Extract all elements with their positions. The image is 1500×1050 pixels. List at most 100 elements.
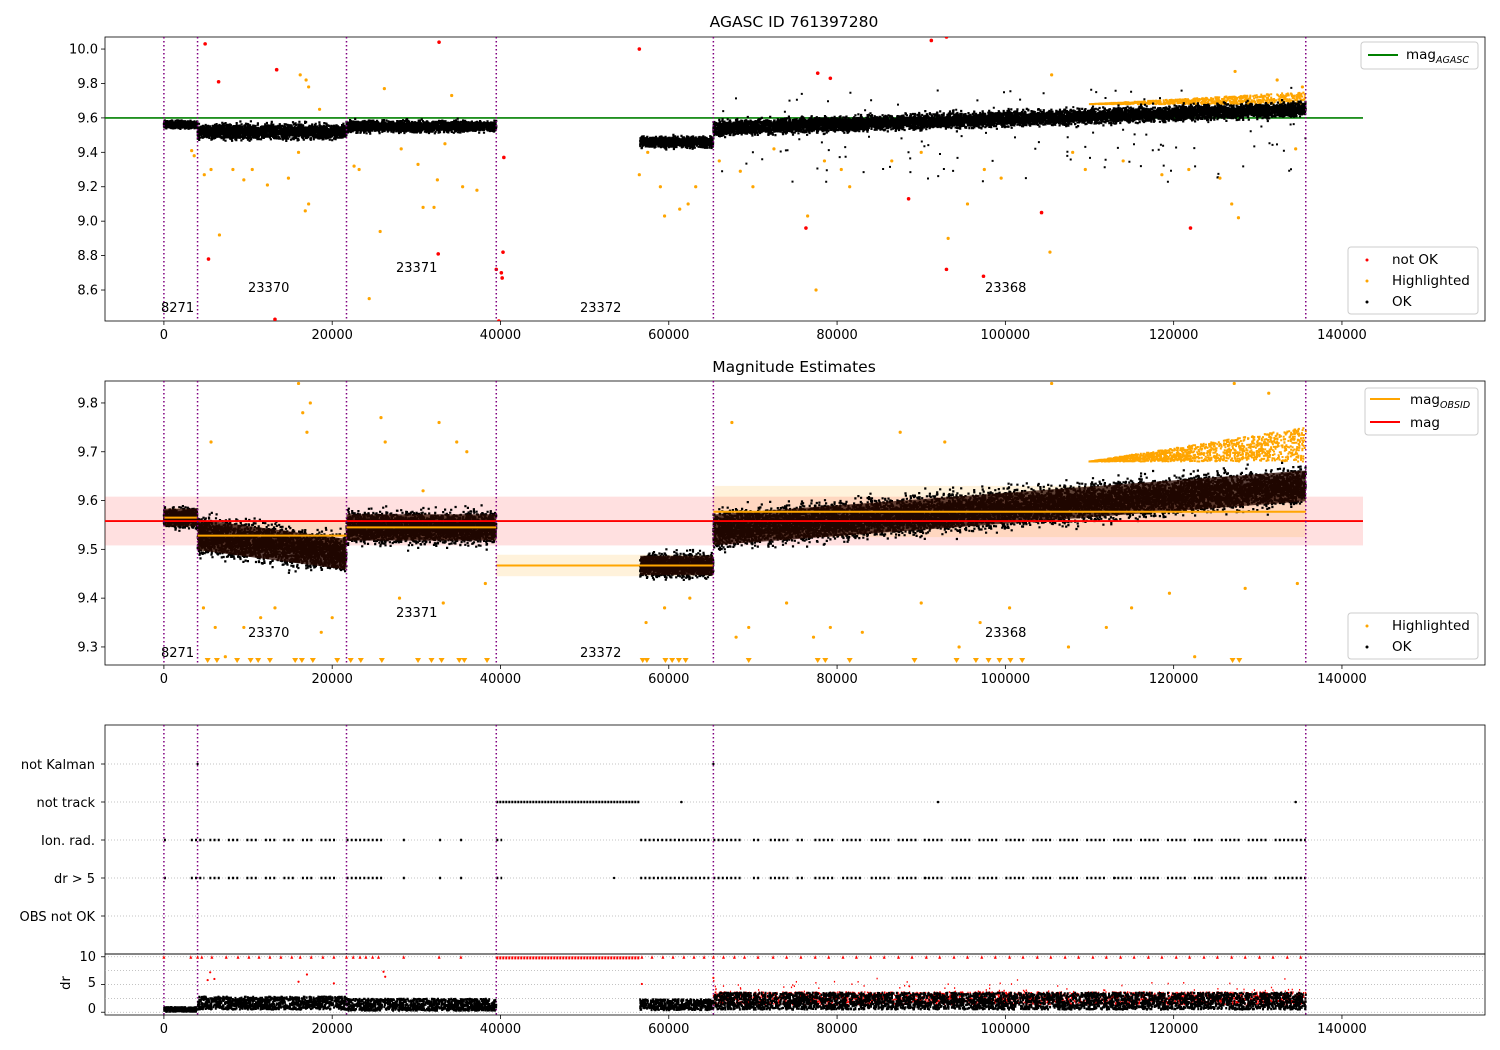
mid-density-core	[713, 470, 1306, 546]
top-highlighted-point	[1300, 85, 1305, 89]
top-highlighted-point	[475, 188, 479, 192]
mid-highlighted-point	[734, 635, 738, 639]
mid-ytick-label: 9.8	[77, 396, 98, 411]
mid-lower-limit-marker	[234, 658, 241, 663]
top-not-ok-point	[437, 40, 441, 44]
mid-points	[105, 381, 1363, 663]
top-not-ok-point	[502, 155, 506, 160]
mid-annotation-8271: 8271	[161, 646, 194, 661]
top-ytick-label: 9.8	[77, 77, 98, 92]
dr-capped-marker	[351, 955, 355, 959]
mid-lower-limit-marker	[213, 658, 220, 663]
top-ok-23368	[712, 99, 1307, 139]
top-ytick-label: 9.6	[77, 111, 98, 126]
top-highlighted-point	[678, 207, 682, 211]
mid-xtick-label: 80000	[816, 672, 857, 687]
mid-highlighted-point	[943, 440, 947, 444]
dr-capped-marker	[640, 955, 644, 959]
top-not-ok-point	[944, 37, 949, 39]
dr-capped-marker	[1299, 955, 1303, 959]
top-highlighted-point	[890, 159, 894, 163]
mid-annotation-23368: 23368	[985, 626, 1026, 641]
top-highlighted-point	[965, 202, 970, 206]
mid-highlighted-point	[1050, 381, 1054, 386]
mid-lower-limit-marker	[745, 658, 752, 663]
top-highlighted-point	[190, 149, 194, 153]
dr-capped-marker	[1021, 955, 1025, 959]
legend-mag-label: mag	[1410, 415, 1440, 431]
top-highlighted-point	[286, 176, 291, 180]
flag-not-kalman-point	[712, 762, 715, 766]
top-ok-23372	[639, 133, 715, 151]
mid-lower-limit-marker	[255, 658, 262, 663]
top-highlighted-point	[1236, 216, 1241, 220]
top-ytick-label: 9.2	[77, 180, 98, 195]
top-highlighted-point	[637, 173, 641, 177]
dr-not-ok-point	[640, 982, 643, 986]
dr-capped-marker	[1104, 955, 1108, 959]
mid-highlighted-point	[330, 616, 334, 620]
top-highlighted-point	[461, 185, 465, 189]
panel-agasc: 0 20000 40000 60000 80000 100000 120000 140000 8…	[69, 36, 1486, 343]
dr-capped-marker	[298, 955, 302, 959]
top-xtick-label: 20000	[312, 328, 353, 343]
dr-capped-marker	[268, 955, 272, 959]
top-highlighted-point	[217, 233, 222, 237]
top-highlighted-point	[416, 162, 420, 166]
top-highlighted-point	[304, 78, 308, 82]
top-highlighted-point	[352, 164, 356, 168]
top-ytick-label: 9.0	[77, 215, 98, 230]
dr-capped-marker	[377, 955, 380, 959]
mid-lower-limit-marker	[292, 658, 299, 663]
dr-capped-marker	[358, 955, 362, 959]
mid-lower-limit-marker	[1019, 658, 1026, 663]
top-ytick-label: 9.4	[77, 146, 98, 161]
mid-lower-limit-marker	[996, 658, 1003, 663]
dr-capped-marker	[321, 955, 325, 959]
dr-capped-marker	[771, 955, 775, 959]
mid-lower-limit-marker	[1229, 658, 1236, 663]
dr-capped-marker	[236, 955, 240, 959]
mid-highlighted-point	[223, 655, 227, 659]
top-not-ok-point	[499, 271, 504, 275]
top-highlighted-point	[646, 150, 650, 154]
dr-capped-marker	[854, 955, 858, 959]
top-highlighted-point	[303, 209, 307, 213]
top-not-ok-point	[637, 47, 642, 51]
top-not-ok-point	[981, 274, 986, 279]
dr-capped-marker	[290, 955, 294, 959]
flag-label-dr-gt-5: dr > 5	[54, 872, 95, 887]
mid-lower-limit-marker	[428, 658, 435, 663]
top-highlighted-point	[399, 147, 403, 151]
dr-capped-marker	[257, 955, 261, 959]
dr-capped-marker	[869, 955, 873, 959]
top-ytick-label: 10.0	[69, 43, 98, 58]
dr-ok-points-1	[197, 995, 348, 1011]
mid-ytick-label: 9.6	[77, 494, 98, 509]
mid-lower-limit-marker	[378, 658, 385, 663]
mid-legend-ok-label: OK	[1392, 639, 1413, 655]
dr-xtick-label: 0	[160, 1022, 168, 1037]
top-highlighted-point	[822, 159, 827, 163]
mid-xtick-label: 20000	[312, 672, 353, 687]
top-highlighted-point	[357, 167, 361, 172]
mid-highlighted-point	[747, 625, 751, 630]
top-frame	[104, 36, 1486, 322]
mid-lower-limit-marker	[911, 658, 918, 663]
mid-highlighted-point	[1232, 381, 1236, 386]
dr-capped-marker	[682, 955, 686, 959]
top-highlighted-point	[1160, 173, 1164, 177]
dr-capped-marker	[196, 955, 200, 959]
dr-capped-marker	[897, 955, 900, 959]
top-not-ok-point	[436, 252, 441, 256]
svg-text:magAGASC: magAGASC	[1406, 47, 1469, 66]
dr-capped-marker	[371, 955, 375, 959]
top-points	[105, 37, 1363, 321]
top-annotation-23368: 23368	[985, 281, 1026, 296]
dr-capped-marker	[162, 955, 166, 959]
dr-ytick-5: 5	[88, 976, 96, 991]
dr-capped-marker	[459, 955, 463, 959]
top-ok-23370	[196, 120, 348, 142]
dr-ytick-0: 0	[88, 1002, 96, 1017]
flag-dr-gt-5-run-point	[924, 876, 927, 880]
